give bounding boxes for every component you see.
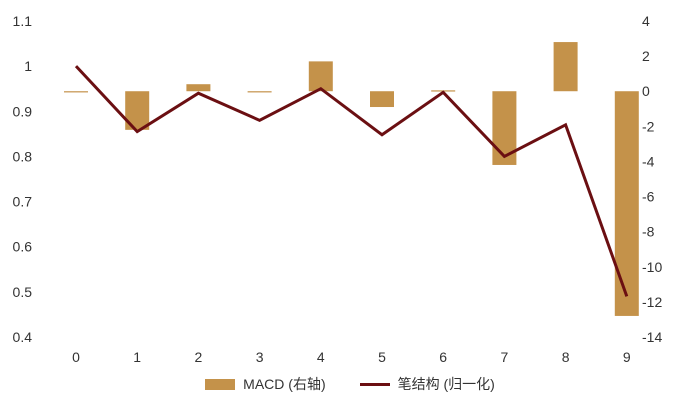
bi-structure-series-line <box>74 65 629 297</box>
x-tick-label: 5 <box>378 349 386 365</box>
x-tick-label: 8 <box>562 349 570 365</box>
macd-bar <box>308 61 333 92</box>
legend-swatch-bi-structure <box>359 382 390 386</box>
right-tick-label: -14 <box>642 329 662 345</box>
right-tick-label: 0 <box>642 83 650 99</box>
macd-bar <box>64 91 88 93</box>
right-tick-label: 2 <box>642 48 650 64</box>
legend-label-macd: MACD (右轴) <box>243 376 326 392</box>
x-tick-label: 1 <box>133 349 141 365</box>
macd-bar <box>492 91 517 165</box>
legend-item-bi-structure: 笔结构 (归一化) <box>359 374 495 394</box>
x-tick-label: 6 <box>439 349 447 365</box>
x-tick-label: 0 <box>72 349 80 365</box>
left-tick-label: 0.7 <box>13 194 33 210</box>
macd-bar <box>614 91 639 316</box>
x-tick-label: 2 <box>195 349 203 365</box>
legend-swatch-macd <box>205 378 236 390</box>
right-tick-label: -10 <box>642 259 662 275</box>
chart-plot: 0.4 0.5 0.6 0.7 0.8 0.9 1 1.1 -14 -12 -10 -8 -6 -4 -2… <box>13 13 663 365</box>
macd-bar <box>370 91 394 108</box>
x-tick-label: 9 <box>623 349 631 365</box>
left-tick-label: 0.4 <box>13 329 33 345</box>
left-tick-label: 0.9 <box>13 103 33 119</box>
x-tick-label: 3 <box>256 349 264 365</box>
right-tick-label: 4 <box>642 13 650 29</box>
macd-bar <box>553 42 578 92</box>
right-tick-label: -12 <box>642 294 662 310</box>
left-tick-label: 1 <box>24 58 32 74</box>
legend-item-macd: MACD (右轴) <box>205 374 326 394</box>
x-axis: 0 1 2 3 4 5 6 7 8 9 <box>72 349 631 365</box>
right-axis: -14 -12 -10 -8 -6 -4 -2 0 2 4 <box>642 13 662 345</box>
left-tick-label: 0.8 <box>13 148 33 164</box>
macd-bar <box>247 91 272 93</box>
legend: MACD (右轴) 笔结构 (归一化) <box>0 374 700 394</box>
left-tick-label: 0.6 <box>13 239 33 255</box>
macd-bar <box>186 84 211 92</box>
right-tick-label: -6 <box>642 189 655 205</box>
right-tick-label: -4 <box>642 153 655 169</box>
left-axis: 0.4 0.5 0.6 0.7 0.8 0.9 1 1.1 <box>13 13 33 345</box>
left-tick-label: 0.5 <box>13 284 33 300</box>
x-tick-label: 7 <box>501 349 509 365</box>
legend-label-bi-structure: 笔结构 (归一化) <box>397 376 495 392</box>
x-tick-label: 4 <box>317 349 325 365</box>
right-tick-label: -2 <box>642 118 655 134</box>
right-tick-label: -8 <box>642 224 655 240</box>
macd-bars <box>64 42 639 316</box>
bi-structure-line <box>74 65 629 297</box>
left-tick-label: 1.1 <box>13 13 33 29</box>
